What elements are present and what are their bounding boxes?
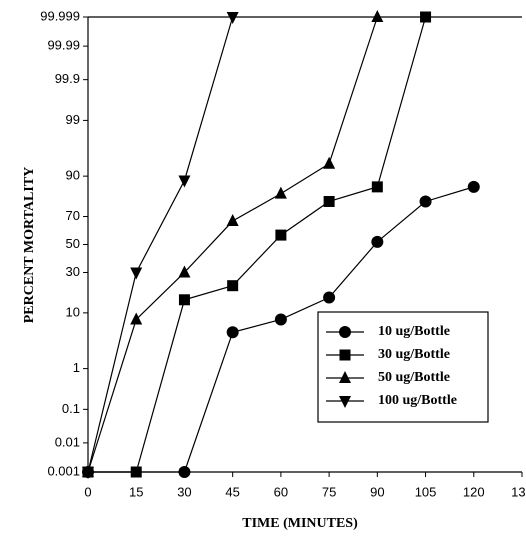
marker: [339, 371, 351, 383]
marker: [178, 466, 191, 478]
marker: [274, 313, 287, 326]
x-tick-label: 45: [225, 484, 239, 499]
marker: [419, 195, 432, 208]
marker: [339, 396, 351, 408]
series-line: [88, 16, 427, 473]
legend-label: 100 ug/Bottle: [378, 393, 457, 408]
marker: [467, 180, 480, 193]
marker: [130, 466, 142, 478]
marker: [323, 195, 335, 207]
marker: [178, 294, 190, 306]
marker: [226, 326, 239, 339]
marker: [339, 349, 351, 361]
marker: [274, 186, 287, 199]
marker: [371, 181, 383, 193]
y-tick-label: 1: [73, 360, 80, 375]
x-axis-label: TIME (MINUTES): [242, 516, 358, 531]
x-tick-label: 15: [129, 484, 143, 499]
x-tick-label: 0: [84, 484, 91, 499]
legend-label: 30 ug/Bottle: [378, 347, 450, 362]
y-tick-label: 10: [66, 304, 80, 319]
marker: [371, 10, 384, 22]
marker: [130, 267, 143, 280]
y-axis-label: PERCENT MORTALITY: [22, 167, 37, 324]
series-line: [87, 16, 234, 473]
legend-label: 10 ug/Bottle: [378, 324, 450, 339]
y-tick-label: 99.9: [55, 71, 80, 86]
x-tick-label: 90: [370, 484, 384, 499]
marker: [371, 235, 384, 248]
y-tick-label: 0.01: [55, 434, 80, 449]
marker: [178, 265, 191, 278]
x-tick-label: 135: [511, 484, 526, 499]
y-tick-label: 99: [66, 112, 80, 127]
x-tick-label: 30: [177, 484, 191, 499]
y-tick-label: 30: [66, 264, 80, 279]
marker: [323, 291, 336, 304]
marker: [82, 467, 94, 479]
y-tick-label: 99.99: [47, 38, 80, 53]
marker: [130, 312, 143, 325]
x-tick-label: 105: [415, 484, 437, 499]
y-tick-label: 0.001: [47, 463, 80, 478]
marker: [226, 12, 239, 24]
marker: [178, 175, 191, 188]
marker: [323, 156, 336, 169]
x-tick-label: 75: [322, 484, 336, 499]
y-tick-label: 50: [66, 236, 80, 251]
x-tick-label: 120: [463, 484, 485, 499]
marker: [226, 214, 239, 227]
marker: [275, 229, 287, 241]
series-line: [88, 186, 474, 473]
marker: [227, 280, 239, 292]
y-tick-label: 70: [66, 208, 80, 223]
marker: [339, 326, 351, 338]
y-tick-label: 0.1: [62, 401, 80, 416]
y-tick-label: 90: [66, 168, 80, 183]
marker: [420, 11, 432, 23]
legend-label: 50 ug/Bottle: [378, 370, 450, 385]
y-tick-label: 99.999: [40, 8, 80, 23]
x-tick-label: 60: [274, 484, 288, 499]
